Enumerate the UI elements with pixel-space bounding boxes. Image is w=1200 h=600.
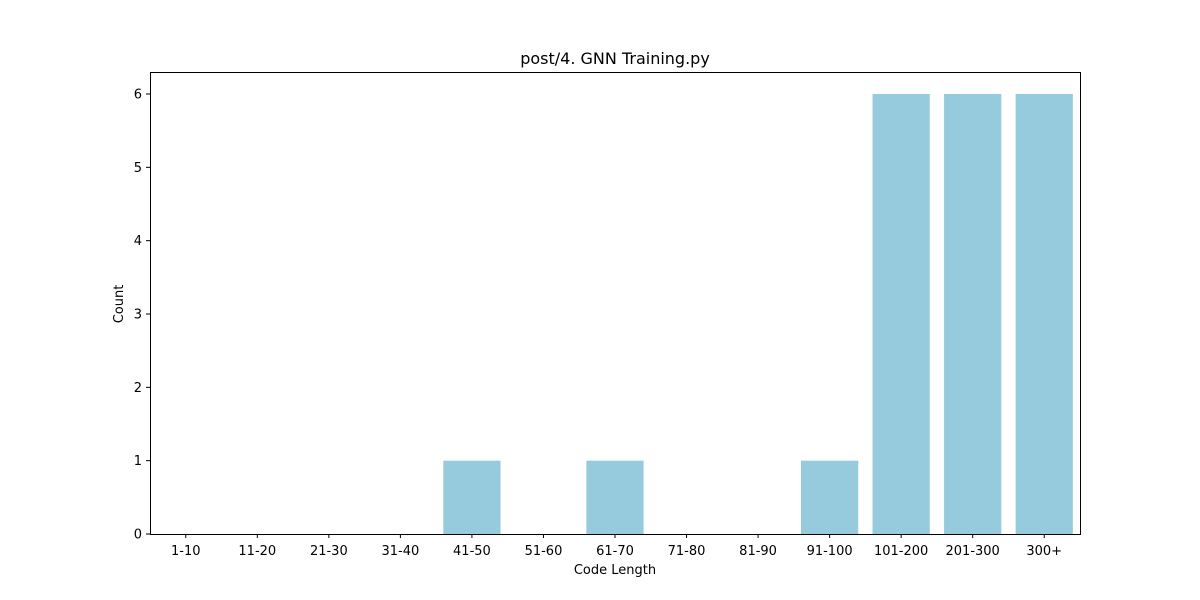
x-tick-label: 51-60 [525,544,563,559]
x-tick-label: 41-50 [453,544,491,559]
bar-91-100 [801,460,859,534]
y-tick-label: 0 [134,528,142,543]
bar-41-50 [443,460,501,534]
x-tick-label: 81-90 [739,544,777,559]
y-tick-label: 6 [134,88,142,103]
bar-101-200 [872,94,930,534]
y-tick-label: 1 [134,454,142,469]
y-tick-label: 5 [134,161,142,176]
x-tick-label: 1-10 [171,544,201,559]
y-tick-label: 3 [134,308,142,323]
bar-201-300 [944,94,1002,534]
x-axis-ticks: 1-10 11-20 21-30 31-40 41-50 51-60 61-70 71-80 8… [171,534,1062,559]
y-axis-label: Count [112,285,127,324]
y-axis-ticks: 0 1 2 3 4 5 6 [134,88,150,543]
bars-layer [443,94,1073,534]
y-tick-label: 4 [134,234,142,249]
x-axis-label: Code Length [574,563,656,578]
x-tick-label: 61-70 [596,544,634,559]
plot-frame [150,72,1081,535]
x-tick-label: 71-80 [668,544,706,559]
y-tick-label: 2 [134,381,142,396]
bar-300+ [1015,94,1073,534]
x-tick-label: 91-100 [807,544,853,559]
bar-61-70 [586,460,644,534]
x-tick-label: 101-200 [874,544,928,559]
x-tick-label: 21-30 [310,544,348,559]
x-tick-label: 31-40 [381,544,419,559]
chart-title: post/4. GNN Training.py [520,49,710,68]
x-tick-label: 201-300 [946,544,1000,559]
x-tick-label: 300+ [1026,544,1062,559]
x-tick-label: 11-20 [238,544,276,559]
